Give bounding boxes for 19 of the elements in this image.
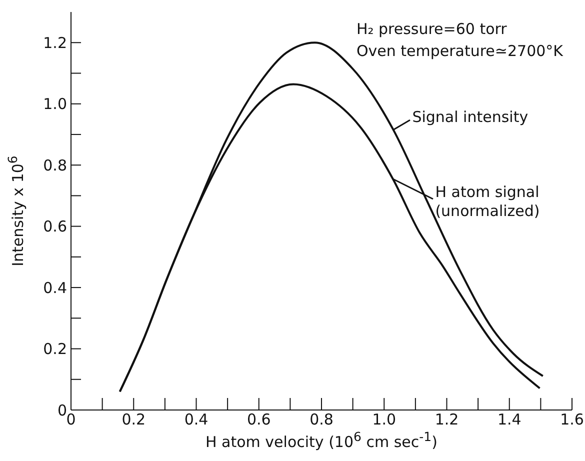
y-tick-label: 1.0 xyxy=(43,95,67,114)
x-tick-label: 1.4 xyxy=(497,410,522,429)
legend-label: Signal intensity xyxy=(412,108,530,127)
y-tick-label: 0.6 xyxy=(43,218,67,236)
y-tick-label: 1.2 xyxy=(43,34,67,52)
x-tick-label: 0.4 xyxy=(184,410,208,429)
x-tick-label: 0.8 xyxy=(310,410,334,429)
y-tick-label: 0.2 xyxy=(43,340,67,358)
annotation: Oven temperature≃2700°K xyxy=(356,41,563,62)
x-tick-label: 1.2 xyxy=(434,410,459,429)
y-tick-label: 0.8 xyxy=(43,156,67,174)
legend-label: H atom signal (unormalized) xyxy=(435,183,541,222)
annotation: H₂ pressure=60 torr xyxy=(356,19,508,40)
x-tick-label: 0.6 xyxy=(246,410,271,429)
x-tick-label: 0.2 xyxy=(122,410,146,429)
x-tick-label: 1.6 xyxy=(560,410,584,429)
x-axis-title: H atom velocity (10$^{6}$ cm sec$^{-1}$) xyxy=(204,429,438,451)
x-tick-label: 1.0 xyxy=(372,410,396,429)
y-tick-label: 0.4 xyxy=(43,278,67,297)
